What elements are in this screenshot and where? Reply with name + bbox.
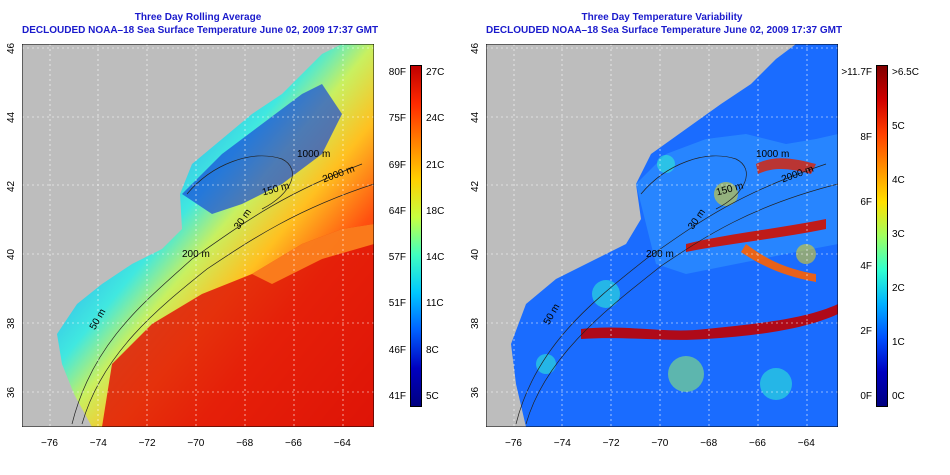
lat-tick-label: 42	[6, 180, 17, 192]
high-variability-streak	[581, 304, 838, 340]
lat-tick-label: 44	[470, 111, 481, 123]
colorbar-fahrenheit-label: 6F	[860, 196, 872, 208]
gulf-of-maine-region	[182, 84, 342, 214]
lat-tick-label: 40	[470, 249, 481, 261]
colorbar-celsius-label: 3C	[892, 229, 905, 240]
colorbar-fahrenheit-label: 80F	[388, 67, 406, 78]
colorbar-fahrenheit-label: 41F	[388, 391, 406, 402]
left-map-subtitle: DECLOUDED NOAA–18 Sea Surface Temperatur…	[22, 25, 379, 36]
lat-tick-label: 42	[470, 180, 481, 192]
lon-tick-label: −66	[749, 438, 766, 449]
high-variability-streak	[756, 158, 816, 174]
colorbar-celsius-label: 8C	[426, 344, 439, 356]
lon-tick-label: −70	[187, 438, 205, 449]
contour-label: 1000 m	[756, 149, 790, 160]
colorbar-fahrenheit-label: 57F	[388, 252, 406, 264]
lat-tick-label: 38	[6, 318, 17, 330]
contour-line	[71, 163, 363, 425]
colorbar-fahrenheit-label: 46F	[388, 344, 406, 356]
lon-tick-label: −74	[89, 438, 107, 449]
contour-label: 1000 m	[297, 149, 331, 160]
left-sst-map	[22, 44, 374, 427]
left-colorbar	[410, 65, 422, 407]
colorbar-celsius-label: 5C	[892, 121, 905, 132]
gulf-stream-region	[102, 224, 374, 427]
lat-tick-label: 36	[470, 386, 481, 398]
colorbar-fahrenheit-label: 51F	[388, 298, 406, 310]
lat-tick-label: 38	[470, 318, 481, 330]
colorbar-celsius-label: 21C	[426, 159, 445, 171]
lat-tick-label: 44	[6, 111, 17, 123]
lon-tick-label: −64	[333, 438, 351, 449]
right-colorbar	[876, 65, 888, 407]
colorbar-celsius-label: 14C	[426, 252, 445, 264]
colorbar-celsius-label: 24C	[426, 113, 445, 125]
colorbar-fahrenheit-label: 4F	[860, 261, 872, 273]
colorbar-celsius-label: 4C	[892, 175, 905, 186]
colorbar-fahrenheit-label: 0F	[860, 391, 872, 402]
lat-tick-label: 46	[6, 42, 17, 54]
colorbar-celsius-label: 0C	[892, 391, 905, 402]
lat-tick-label: 46	[470, 42, 481, 54]
right-map-subtitle: DECLOUDED NOAA–18 Sea Surface Temperatur…	[486, 25, 843, 36]
lon-tick-label: −68	[236, 438, 254, 449]
lon-tick-label: −72	[602, 438, 620, 449]
colorbar-celsius-label: 2C	[892, 283, 905, 294]
lon-tick-label: −66	[285, 438, 302, 449]
colorbar-celsius-label: >6.5C	[892, 67, 919, 78]
colorbar-celsius-label: 5C	[426, 391, 439, 402]
colorbar-fahrenheit-label: 75F	[388, 113, 406, 125]
graticule	[486, 44, 838, 427]
lon-tick-label: −64	[797, 438, 815, 449]
colorbar-fahrenheit-label: 8F	[860, 131, 872, 143]
lon-tick-label: −76	[505, 438, 522, 449]
right-map-title: Three Day Temperature Variability	[581, 12, 743, 23]
right-variability-map-panel: 2000 m 200 m 50 m 150 m 30 m 1000 m	[486, 44, 838, 427]
lon-tick-label: −68	[700, 438, 718, 449]
right-variability-map	[486, 44, 838, 427]
left-sst-map-panel: 2000 m 200 m 50 m 150 m 30 m 1000 m	[22, 44, 374, 427]
contour-label: 200 m	[182, 249, 210, 260]
colorbar-celsius-label: 27C	[426, 67, 445, 78]
high-variability-streak	[741, 244, 816, 282]
colorbar-celsius-label: 11C	[426, 298, 444, 310]
contour-line	[186, 155, 293, 210]
lon-tick-label: −72	[138, 438, 156, 449]
colorbar-fahrenheit-label: 64F	[388, 205, 406, 217]
lon-tick-label: −74	[553, 438, 571, 449]
lon-tick-label: −70	[651, 438, 669, 449]
lat-tick-label: 40	[6, 249, 17, 261]
left-map-title: Three Day Rolling Average	[134, 12, 262, 23]
colorbar-celsius-label: 18C	[426, 205, 445, 217]
high-variability-streak	[686, 219, 826, 252]
variability-speckle	[536, 155, 816, 400]
graticule	[22, 44, 374, 427]
lon-tick-label: −76	[41, 438, 58, 449]
contour-label: 200 m	[646, 249, 674, 260]
colorbar-celsius-label: 1C	[892, 337, 905, 348]
lat-tick-label: 36	[6, 386, 17, 398]
colorbar-fahrenheit-label: 2F	[860, 326, 872, 338]
contour-line	[81, 183, 374, 425]
colorbar-fahrenheit-label: >11.7F	[841, 67, 872, 78]
colorbar-fahrenheit-label: 69F	[388, 159, 406, 171]
